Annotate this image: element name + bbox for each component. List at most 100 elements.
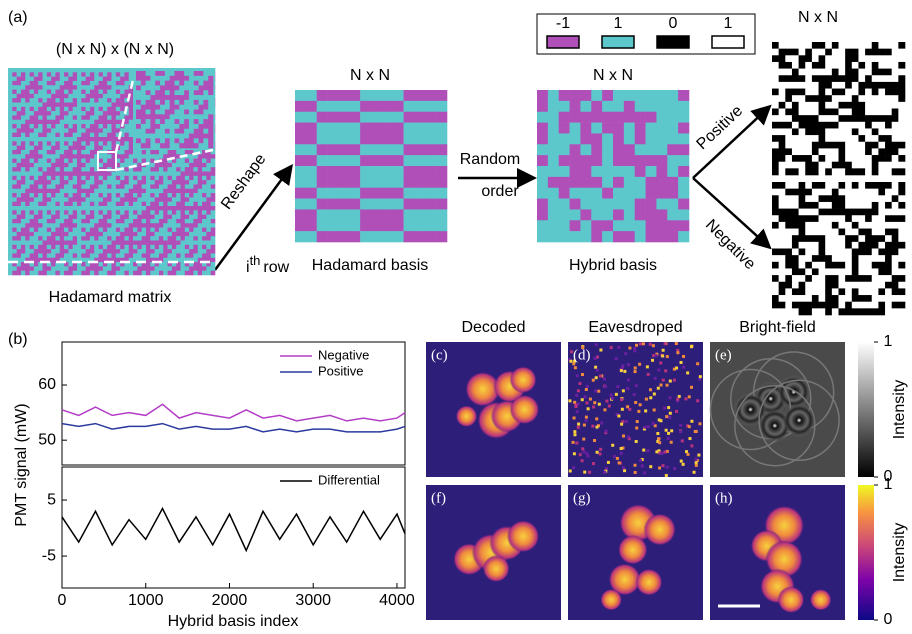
pattern-cell (107, 236, 112, 241)
pattern-cell (805, 109, 812, 116)
pattern-cell (43, 271, 48, 276)
pattern-cell (86, 245, 91, 250)
pattern-cell (94, 219, 99, 224)
pattern-cell (404, 199, 415, 210)
pattern-cell (799, 288, 806, 295)
pattern-cell (107, 72, 112, 77)
pattern-cell (137, 245, 142, 250)
pattern-cell (306, 209, 317, 220)
pattern-cell (30, 180, 35, 185)
pattern-cell (198, 215, 203, 220)
pattern-cell (168, 249, 173, 254)
noise-pixel (618, 461, 621, 464)
pattern-cell (819, 268, 826, 275)
pattern-cell (120, 90, 125, 95)
pattern-cell (150, 76, 155, 81)
pattern-cell (120, 172, 125, 177)
pattern-cell (799, 308, 806, 315)
pattern-cell (872, 215, 879, 222)
pattern-cell (94, 210, 99, 215)
pattern-cell (81, 120, 86, 125)
pattern-cell (865, 69, 872, 76)
pattern-cell (124, 253, 129, 258)
pattern-cell (185, 223, 190, 228)
pattern-cell (86, 253, 91, 258)
pattern-cell (43, 68, 48, 73)
pattern-cell (393, 166, 404, 177)
pattern-cell (8, 223, 13, 228)
pattern-cell (360, 155, 371, 166)
pattern-cell (338, 123, 349, 134)
pattern-cell (845, 82, 852, 89)
pattern-cell (602, 133, 613, 144)
pattern-cell (832, 135, 839, 142)
pattern-cell (60, 90, 65, 95)
pattern-cell (60, 137, 65, 142)
pattern-cell (885, 55, 892, 62)
pattern-cell (338, 209, 349, 220)
pattern-cell (47, 193, 52, 198)
pattern-cell (34, 120, 39, 125)
pattern-cell (772, 82, 779, 89)
pattern-cell (73, 197, 78, 202)
pattern-cell (792, 308, 799, 315)
pattern-cell (43, 77, 48, 82)
pattern-cell (60, 215, 65, 220)
pattern-cell (43, 137, 48, 142)
pattern-cell (77, 150, 82, 155)
pattern-cell (203, 124, 208, 129)
pattern-cell (858, 122, 865, 129)
pattern-cell (155, 202, 160, 207)
pattern-cell (799, 102, 806, 109)
pattern-cell (172, 197, 177, 202)
pattern-cell (199, 134, 204, 139)
pattern-cell (68, 189, 73, 194)
pattern-cell (12, 223, 17, 228)
pattern-cell (825, 115, 832, 122)
pattern-cell (155, 232, 160, 237)
pattern-cell (21, 115, 26, 120)
pattern-cell (872, 282, 879, 289)
pattern-cell (202, 223, 207, 228)
pattern-cell (885, 288, 892, 295)
pattern-cell (55, 232, 60, 237)
pattern-cell (34, 85, 39, 90)
pattern-cell (150, 215, 155, 220)
pattern-cell (150, 143, 155, 148)
pattern-cell (175, 81, 180, 86)
pattern-cell (124, 90, 129, 95)
pattern-cell (12, 146, 17, 151)
pattern-cell (328, 177, 339, 188)
pattern-cell (189, 129, 194, 134)
pattern-cell (613, 101, 624, 112)
pattern-cell (537, 155, 548, 166)
pattern-cell (898, 202, 905, 209)
pattern-cell (120, 266, 125, 271)
pattern-cell (878, 122, 885, 129)
pattern-cell (591, 90, 602, 101)
pattern-cell (94, 241, 99, 246)
noise-pixel (638, 363, 641, 366)
pattern-cell (51, 253, 56, 258)
pattern-cell (202, 266, 207, 271)
pattern-cell (414, 220, 425, 231)
pattern-cell (12, 176, 17, 181)
cell-blob (510, 366, 537, 393)
pattern-cell (792, 275, 799, 282)
pattern-cell (306, 133, 317, 144)
pattern-cell (591, 133, 602, 144)
pattern-cell (51, 180, 56, 185)
noise-pixel (657, 437, 660, 440)
pattern-cell (181, 163, 186, 168)
pattern-cell (34, 241, 39, 246)
pattern-cell (73, 189, 78, 194)
noise-pixel (634, 370, 637, 373)
pattern-cell (21, 232, 26, 237)
pattern-cell (338, 133, 349, 144)
pattern-cell (99, 85, 104, 90)
pattern-cell (38, 120, 43, 125)
pattern-cell (878, 202, 885, 209)
pattern-cell (34, 236, 39, 241)
pattern-cell (21, 172, 26, 177)
pattern-cell (159, 197, 164, 202)
